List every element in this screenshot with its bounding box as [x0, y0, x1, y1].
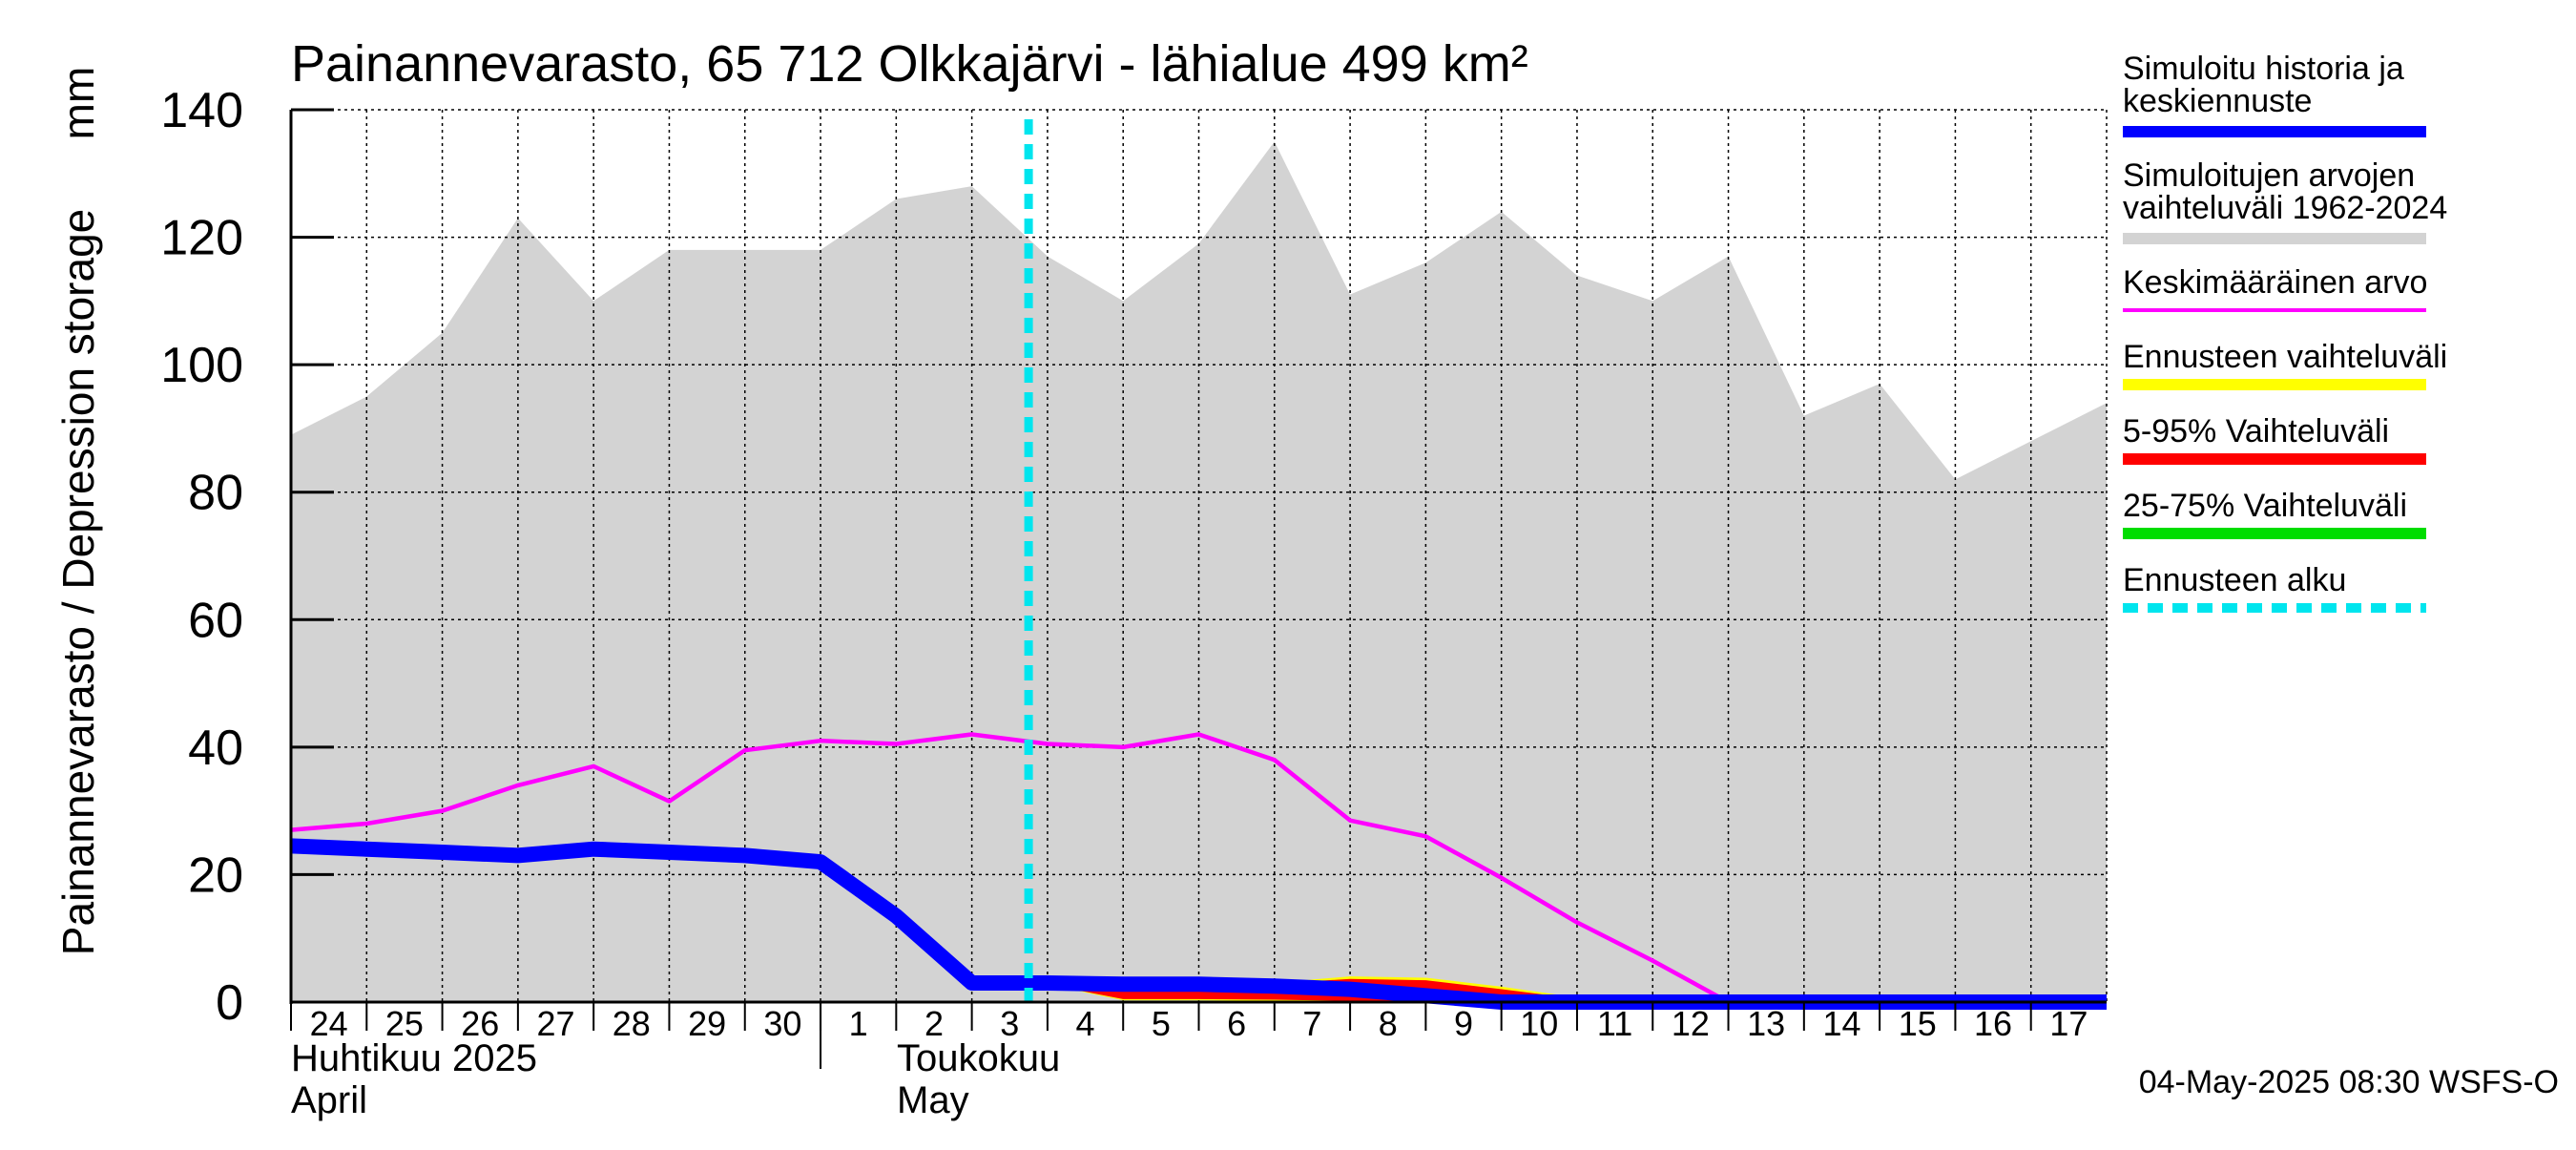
- month-label-april-fi: Huhtikuu 2025: [291, 1037, 537, 1079]
- y-tick-label: 40: [188, 721, 243, 776]
- x-tick-label: 15: [1899, 1004, 1937, 1043]
- legend-item-25-75-vaihteluvali: 25-75% Vaihteluväli: [2123, 488, 2426, 539]
- legend-item-ennusteen-vaihteluvali: Ennusteen vaihteluväli: [2123, 339, 2447, 390]
- legend-item-5-95-vaihteluvali: 5-95% Vaihteluväli: [2123, 413, 2426, 465]
- x-tick-label: 5: [1152, 1004, 1171, 1043]
- x-tick-label: 29: [688, 1004, 726, 1043]
- x-tick-label: 25: [385, 1004, 424, 1043]
- x-tick-label: 27: [536, 1004, 574, 1043]
- legend-label: Ennusteen alku: [2123, 562, 2346, 598]
- month-label-may-en: May: [897, 1079, 969, 1121]
- legend-label: Simuloitu historia ja: [2123, 51, 2404, 87]
- x-tick-label: 8: [1379, 1004, 1398, 1043]
- x-tick-label: 6: [1227, 1004, 1246, 1043]
- x-tick-label: 26: [461, 1004, 499, 1043]
- x-tick-label: 9: [1454, 1004, 1473, 1043]
- x-tick-label: 2: [924, 1004, 944, 1043]
- x-tick-label: 16: [1974, 1004, 2012, 1043]
- x-tick-label: 24: [310, 1004, 348, 1043]
- x-tick-label: 11: [1597, 1004, 1632, 1043]
- legend-item-ennusteen-alku: Ennusteen alku: [2123, 562, 2426, 613]
- x-tick-label: 14: [1822, 1004, 1860, 1043]
- x-tick-label: 28: [613, 1004, 651, 1043]
- x-tick-label: 7: [1302, 1004, 1321, 1043]
- x-tick-label: 30: [763, 1004, 801, 1043]
- y-tick-label: 100: [160, 338, 243, 393]
- legend-label: Simuloitujen arvojen: [2123, 157, 2415, 194]
- legend-label-line2: keskiennuste: [2123, 83, 2312, 119]
- x-tick-label: 4: [1076, 1004, 1095, 1043]
- legend-label: Keskimääräinen arvo: [2123, 264, 2427, 301]
- timestamp-label: 04-May-2025 08:30 WSFS-O: [2139, 1064, 2559, 1100]
- y-tick-label: 0: [216, 975, 243, 1031]
- y-tick-label: 60: [188, 593, 243, 648]
- legend-label: 25-75% Vaihteluväli: [2123, 488, 2407, 524]
- y-tick-label: 120: [160, 211, 243, 266]
- x-tick-label: 10: [1520, 1004, 1558, 1043]
- legend-item-keskimaarainen-arvo: Keskimääräinen arvo: [2123, 264, 2427, 312]
- y-axis-unit: mm: [53, 67, 103, 140]
- month-label-may-fi: Toukokuu: [897, 1037, 1060, 1079]
- legend: Simuloitu historia jakeskiennusteSimuloi…: [2123, 51, 2447, 613]
- x-tick-label: 13: [1747, 1004, 1785, 1043]
- y-axis-label: Painannevarasto / Depression storage: [53, 209, 103, 955]
- x-tick-label: 12: [1672, 1004, 1710, 1043]
- y-tick-label: 140: [160, 83, 243, 138]
- chart-title: Painannevarasto, 65 712 Olkkajärvi - läh…: [291, 35, 1528, 93]
- y-tick-label: 20: [188, 847, 243, 903]
- legend-label: 5-95% Vaihteluväli: [2123, 413, 2389, 450]
- x-tick-label: 17: [2049, 1004, 2088, 1043]
- legend-label-line2: vaihteluväli 1962-2024: [2123, 190, 2447, 226]
- x-tick-label: 1: [849, 1004, 868, 1043]
- x-tick-label: 3: [1000, 1004, 1019, 1043]
- y-tick-label: 80: [188, 466, 243, 521]
- legend-label: Ennusteen vaihteluväli: [2123, 339, 2447, 375]
- plot-area: [290, 109, 2108, 1010]
- month-label-april-en: April: [291, 1079, 367, 1121]
